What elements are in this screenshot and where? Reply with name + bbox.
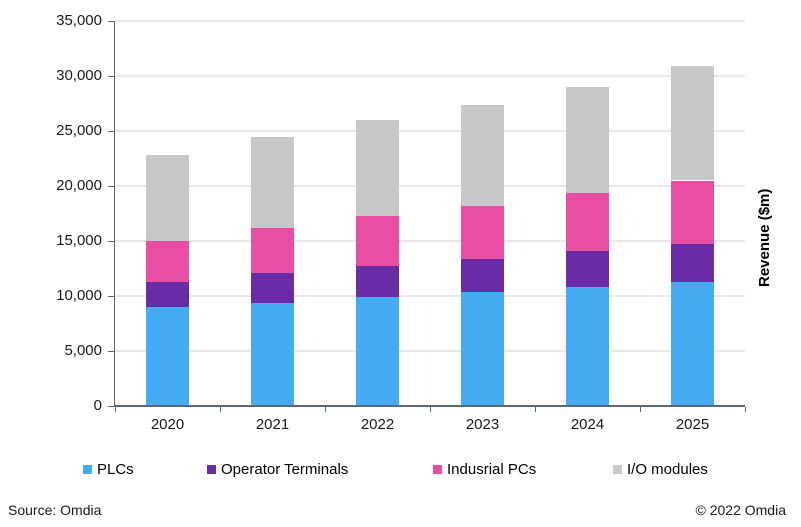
x-axis-tick (640, 407, 641, 412)
x-axis-tick (430, 407, 431, 412)
bar-segment-indusrial-pcs-2022 (356, 215, 399, 267)
y-axis-title: Revenue ($m) (756, 188, 773, 288)
y-axis (114, 21, 115, 407)
bar-segment-plcs-2023 (461, 291, 504, 406)
x-tick-label-2023: 2023 (465, 416, 500, 433)
source-text: Source: Omdia (8, 502, 102, 518)
gridline (115, 20, 745, 22)
y-axis-tick (108, 186, 115, 187)
x-tick-label-2025: 2025 (675, 416, 710, 433)
legend-item-operator-terminals: Operator Terminals (207, 460, 348, 479)
bar-segment-plcs-2022 (356, 297, 399, 406)
y-tick-label: 10,000 (56, 287, 102, 304)
y-axis-tick (108, 76, 115, 77)
bar-segment-operator-terminals-2025 (671, 244, 714, 282)
x-axis-tick (745, 407, 746, 412)
bar-segment-indusrial-pcs-2024 (566, 192, 609, 251)
bar-segment-operator-terminals-2023 (461, 258, 504, 292)
legend-swatch-i-o-modules (613, 465, 622, 474)
x-tick-label-2020: 2020 (150, 416, 185, 433)
legend-swatch-plcs (83, 465, 92, 474)
y-axis-tick (108, 296, 115, 297)
bar-segment-indusrial-pcs-2025 (671, 180, 714, 245)
bar-segment-operator-terminals-2020 (146, 281, 189, 307)
bar-segment-plcs-2025 (671, 281, 714, 406)
legend-item-indusrial-pcs: Indusrial PCs (433, 460, 536, 479)
y-axis-tick (108, 131, 115, 132)
gridline (115, 130, 745, 132)
x-axis-tick (325, 407, 326, 412)
bar-segment-operator-terminals-2024 (566, 250, 609, 288)
x-tick-label-2021: 2021 (255, 416, 290, 433)
copyright-text: © 2022 Omdia (695, 502, 786, 518)
y-tick-label: 0 (93, 397, 102, 414)
legend-label-operator-terminals: Operator Terminals (221, 461, 349, 478)
legend-label-indusrial-pcs: Indusrial PCs (447, 461, 537, 478)
bar-segment-i-o-modules-2022 (356, 120, 399, 216)
bar-segment-indusrial-pcs-2023 (461, 205, 504, 259)
x-axis (114, 405, 745, 407)
legend-swatch-operator-terminals (207, 465, 216, 474)
legend-label-i-o-modules: I/O modules (627, 461, 708, 478)
bar-segment-operator-terminals-2022 (356, 266, 399, 298)
bar-segment-i-o-modules-2025 (671, 66, 714, 181)
gridline (115, 350, 745, 352)
x-axis-tick (220, 407, 221, 412)
legend-item-i-o-modules: I/O modules (613, 460, 708, 479)
bar-segment-operator-terminals-2021 (251, 272, 294, 303)
x-axis-tick (535, 407, 536, 412)
bar-segment-plcs-2021 (251, 302, 294, 406)
bar-segment-i-o-modules-2020 (146, 155, 189, 241)
bar-segment-i-o-modules-2023 (461, 104, 504, 206)
legend-label-plcs: PLCs (97, 461, 134, 478)
x-axis-tick (115, 407, 116, 412)
y-axis-tick (108, 351, 115, 352)
legend-swatch-indusrial-pcs (433, 465, 442, 474)
gridline (115, 295, 745, 297)
legend-item-plcs: PLCs (83, 460, 134, 479)
y-tick-label: 20,000 (56, 177, 102, 194)
y-axis-tick (108, 21, 115, 22)
bar-segment-i-o-modules-2024 (566, 87, 609, 193)
y-axis-tick (108, 241, 115, 242)
bar-segment-indusrial-pcs-2020 (146, 241, 189, 282)
y-tick-label: 35,000 (56, 12, 102, 29)
gridline (115, 185, 745, 187)
bar-segment-plcs-2020 (146, 307, 189, 406)
x-tick-label-2022: 2022 (360, 416, 395, 433)
bar-segment-indusrial-pcs-2021 (251, 227, 294, 273)
bar-segment-plcs-2024 (566, 287, 609, 406)
x-tick-label-2024: 2024 (570, 416, 605, 433)
bar-segment-i-o-modules-2021 (251, 136, 294, 228)
y-tick-label: 15,000 (56, 232, 102, 249)
y-tick-label: 25,000 (56, 122, 102, 139)
gridline (115, 240, 745, 242)
y-tick-label: 5,000 (64, 342, 102, 359)
y-tick-label: 30,000 (56, 67, 102, 84)
gridline (115, 75, 745, 77)
y-axis-tick (108, 406, 115, 407)
